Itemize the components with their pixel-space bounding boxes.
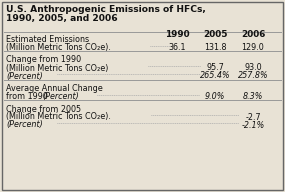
Text: 9.0%: 9.0% bbox=[205, 92, 225, 101]
Text: -2.7: -2.7 bbox=[245, 113, 261, 122]
Text: 1990: 1990 bbox=[165, 30, 189, 39]
Text: 2005: 2005 bbox=[203, 30, 227, 39]
Text: Estimated Emissions: Estimated Emissions bbox=[6, 35, 89, 44]
Text: (Percent): (Percent) bbox=[6, 121, 43, 129]
Text: 2006: 2006 bbox=[241, 30, 265, 39]
Text: Average Annual Change: Average Annual Change bbox=[6, 84, 103, 93]
Text: (Million Metric Tons CO₂e).: (Million Metric Tons CO₂e). bbox=[6, 113, 111, 122]
Text: Change from 2005: Change from 2005 bbox=[6, 104, 81, 113]
Text: -2.1%: -2.1% bbox=[241, 121, 265, 129]
Text: (Percent): (Percent) bbox=[42, 92, 79, 101]
Text: 131.8: 131.8 bbox=[204, 43, 226, 52]
Text: Change from 1990: Change from 1990 bbox=[6, 55, 81, 65]
Text: 265.4%: 265.4% bbox=[200, 71, 230, 80]
Text: 1990, 2005, and 2006: 1990, 2005, and 2006 bbox=[6, 13, 118, 22]
Text: 95.7: 95.7 bbox=[206, 64, 224, 73]
Text: (Million Metric Tons CO₂e).: (Million Metric Tons CO₂e). bbox=[6, 43, 111, 52]
Text: from 1990: from 1990 bbox=[6, 92, 50, 101]
Text: (Percent): (Percent) bbox=[6, 71, 43, 80]
Text: 129.0: 129.0 bbox=[242, 43, 264, 52]
Text: (Million Metric Tons CO₂e): (Million Metric Tons CO₂e) bbox=[6, 64, 108, 73]
Text: 93.0: 93.0 bbox=[244, 64, 262, 73]
Text: 8.3%: 8.3% bbox=[243, 92, 263, 101]
Text: 36.1: 36.1 bbox=[168, 43, 186, 52]
Text: 257.8%: 257.8% bbox=[238, 71, 268, 80]
Text: U.S. Anthropogenic Emissions of HFCs,: U.S. Anthropogenic Emissions of HFCs, bbox=[6, 5, 206, 14]
